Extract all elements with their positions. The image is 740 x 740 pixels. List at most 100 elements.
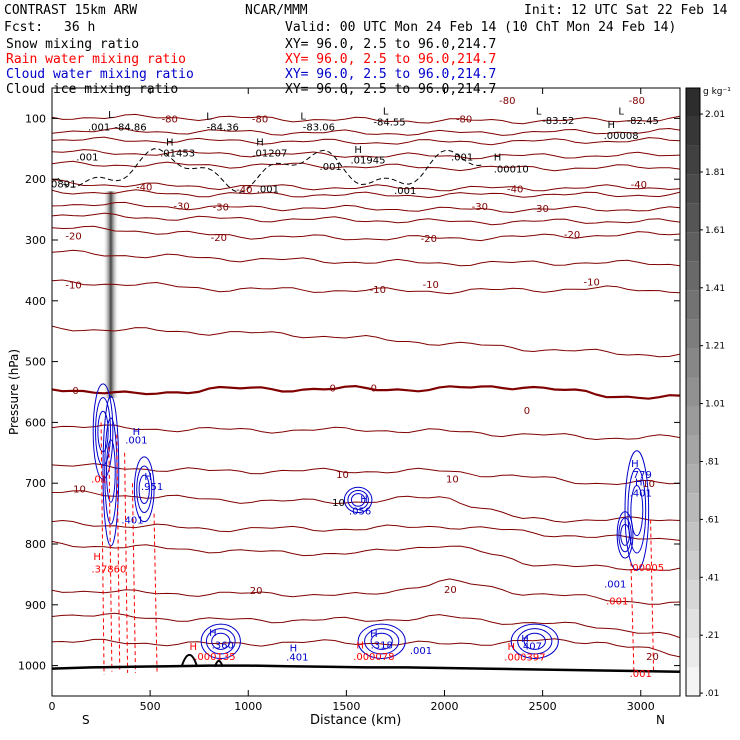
cloud-water-contour [624, 450, 650, 571]
isotherm-label: -80 [629, 96, 645, 107]
x-tick-label: 500 [140, 700, 161, 713]
extremum-label: .001 [451, 153, 473, 164]
isotherm-10 [52, 490, 680, 523]
isotherm-label: -10 [423, 280, 439, 291]
isotherm--35 [52, 189, 680, 199]
extremum-label: .001 [604, 580, 626, 591]
isotherm-15 [52, 519, 680, 541]
cloud-water-contour [627, 467, 647, 554]
isotherm-label: -80 [162, 114, 178, 125]
y-tick-label: 300 [25, 234, 46, 247]
legend-rain-xy: XY= 96.0, 2.5 to 96.0,214.7 [285, 52, 496, 67]
cloud-water-contour [618, 517, 632, 553]
extremum-label: L [206, 111, 212, 122]
extremum-label: H [635, 477, 643, 488]
colorbar-tick-label: .41 [705, 573, 719, 583]
extremum-label: .001 [630, 669, 652, 680]
isotherm-label: 0 [371, 384, 377, 395]
rain-water-contour [100, 422, 105, 675]
extremum-label: H [360, 494, 368, 505]
x-tick-label: 2000 [431, 700, 459, 713]
colorbar-swatch [686, 232, 700, 262]
extremum-label: .001 [125, 435, 147, 446]
cloud-water-contour [630, 484, 644, 537]
colorbar-swatch [686, 203, 700, 233]
colorbar-swatch [686, 667, 700, 696]
isotherm-label: -80 [499, 96, 515, 107]
isotherm-label: -30 [532, 204, 548, 215]
isotherm--10 [52, 279, 680, 295]
y-tick-label: 700 [25, 477, 46, 490]
init-time: Init: 12 UTC Sat 22 Feb 14 [524, 3, 728, 18]
legend-cloudwater-label: Cloud water mixing ratio [6, 67, 194, 82]
y-tick-label: 100 [25, 112, 46, 125]
isotherm-label: -30 [472, 202, 488, 213]
cloud-water-contour [350, 493, 366, 507]
isotherm-label: -10 [584, 277, 600, 288]
isotherm-label: -30 [173, 201, 189, 212]
cloud-water-contour [523, 632, 546, 650]
colorbar-swatch [686, 377, 700, 407]
extremum-label: .401 [630, 488, 652, 499]
isotherm-5 [52, 424, 680, 441]
colorbar-frame [685, 87, 701, 697]
isotherm-label: -20 [564, 230, 580, 241]
extremum-label: H [494, 153, 502, 164]
legend: Snow mixing ratio XY= 96.0, 2.5 to 96.0,… [6, 37, 496, 97]
isotherm--45 [52, 160, 680, 172]
extremum-label: .001 [88, 122, 110, 133]
colorbar-swatch [686, 174, 700, 204]
isotherm-label: -10 [370, 285, 386, 296]
extremum-label: H [354, 145, 362, 156]
extremum-label: H [190, 642, 198, 653]
legend-snow-label: Snow mixing ratio [6, 37, 139, 52]
x-tick-label: 1000 [234, 700, 262, 713]
colorbar-swatch [686, 261, 700, 291]
organization-label: NCAR/MMM [245, 3, 308, 18]
rain-water-contour [116, 434, 121, 672]
extremum-label: .401 [121, 516, 143, 527]
north-label: N [656, 713, 665, 727]
extremum-label: L [618, 106, 624, 117]
extremum-label: H [290, 643, 298, 654]
colorbar-swatch [686, 522, 700, 552]
isotherm-label: -20 [65, 232, 81, 243]
extremum-label: H [166, 138, 174, 149]
y-tick-label: 800 [25, 538, 46, 551]
isotherm-label: -80 [456, 114, 472, 125]
isotherm-label: 10 [336, 470, 349, 481]
isotherm-label: 20 [646, 652, 659, 663]
extremum-label: H [256, 138, 264, 149]
colorbar-swatch [686, 88, 700, 117]
isotherm-label: -20 [211, 233, 227, 244]
isotherm-label: -10 [65, 280, 81, 291]
cloud-water-contour [211, 632, 231, 650]
colorbar-swatch [686, 435, 700, 465]
isotherm-label: 20 [250, 586, 263, 597]
extremum-label: .001 [76, 153, 98, 164]
y-tick-label: 1000 [18, 660, 46, 673]
cloud-water-contour [138, 474, 150, 504]
y-tick-label: 400 [25, 295, 46, 308]
extremum-label: .00005 [629, 563, 664, 574]
rain-water-contour [650, 519, 655, 672]
extremum-label: -84.36 [207, 122, 239, 133]
rain-water-contour [630, 562, 635, 673]
isotherm-label: 0 [329, 384, 335, 395]
colorbar-swatch [686, 348, 700, 378]
isotherm-label: -20 [421, 234, 437, 245]
extremum-label: H [133, 427, 141, 438]
y-tick-label: 900 [25, 599, 46, 612]
extremum-label: H [521, 634, 529, 645]
extremum-label: .056 [349, 507, 371, 518]
isotherm-0 [52, 384, 680, 400]
extremum-label: .37860 [91, 564, 126, 575]
isotherm--20 [52, 225, 680, 242]
isotherm--80 [52, 113, 680, 125]
isotherm-label: -30 [213, 203, 229, 214]
x-tick-label: 1500 [332, 700, 360, 713]
terrain-line [52, 664, 680, 673]
cloud-water-contour [133, 456, 155, 523]
extremum-label: H [356, 640, 364, 651]
